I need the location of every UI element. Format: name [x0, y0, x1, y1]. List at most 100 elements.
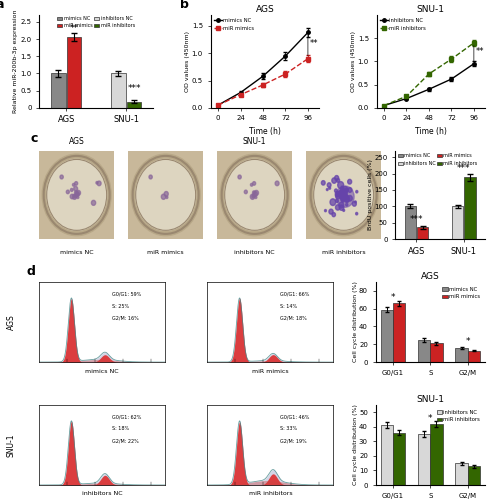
Text: miR mimics: miR mimics: [252, 368, 289, 374]
Circle shape: [327, 183, 331, 188]
Circle shape: [96, 182, 98, 184]
Circle shape: [75, 192, 79, 196]
Y-axis label: Cell cycle distribution (%): Cell cycle distribution (%): [352, 282, 358, 362]
Circle shape: [255, 196, 257, 198]
Text: miR mimics: miR mimics: [147, 250, 184, 255]
Circle shape: [355, 201, 356, 203]
Bar: [417, 228, 428, 239]
Circle shape: [245, 190, 247, 194]
Bar: [430, 424, 442, 485]
Circle shape: [343, 186, 348, 193]
Circle shape: [70, 194, 74, 199]
Circle shape: [352, 202, 356, 206]
Bar: [381, 425, 393, 485]
Circle shape: [253, 194, 255, 196]
Bar: [51, 74, 66, 108]
Circle shape: [343, 209, 344, 212]
Text: AGS: AGS: [69, 137, 85, 146]
Text: c: c: [30, 132, 38, 144]
Circle shape: [253, 192, 257, 196]
Text: **: **: [310, 38, 318, 48]
Text: G2/M: 16%: G2/M: 16%: [112, 316, 139, 320]
Text: G2/M: 22%: G2/M: 22%: [112, 438, 139, 444]
Circle shape: [131, 154, 200, 236]
Y-axis label: OD values (450nm): OD values (450nm): [185, 31, 190, 92]
Text: ***: ***: [127, 84, 141, 94]
Circle shape: [225, 160, 285, 230]
Bar: [464, 178, 476, 239]
Y-axis label: Relative miR-200b-3p expression: Relative miR-200b-3p expression: [13, 10, 18, 113]
Title: AGS: AGS: [255, 5, 274, 14]
Text: G0/G1: 59%: G0/G1: 59%: [112, 292, 142, 296]
Circle shape: [339, 190, 343, 195]
Circle shape: [347, 196, 352, 201]
Bar: [393, 304, 405, 362]
Text: AGS: AGS: [7, 314, 16, 330]
Circle shape: [336, 178, 340, 182]
Circle shape: [340, 192, 344, 197]
Circle shape: [326, 188, 328, 190]
Circle shape: [77, 196, 79, 198]
Circle shape: [341, 186, 343, 188]
Circle shape: [336, 192, 341, 199]
Circle shape: [335, 191, 340, 197]
Y-axis label: BrdU positive cells (%): BrdU positive cells (%): [368, 160, 372, 230]
Circle shape: [345, 198, 349, 202]
Circle shape: [340, 194, 344, 200]
Circle shape: [344, 192, 347, 196]
Circle shape: [340, 192, 345, 198]
Title: SNU-1: SNU-1: [417, 5, 445, 14]
Bar: [67, 38, 81, 108]
Text: G2/M: 18%: G2/M: 18%: [280, 316, 307, 320]
Bar: [381, 310, 393, 362]
Circle shape: [348, 180, 352, 184]
Circle shape: [161, 194, 166, 200]
Circle shape: [324, 210, 326, 212]
Legend: mimics NC, miR mimics: mimics NC, miR mimics: [440, 284, 483, 302]
Text: miR inhibitors: miR inhibitors: [248, 492, 292, 496]
Text: G0/G1: 62%: G0/G1: 62%: [112, 414, 142, 420]
Circle shape: [348, 188, 352, 192]
Circle shape: [314, 160, 374, 230]
Text: inhibitors NC: inhibitors NC: [82, 492, 122, 496]
Text: **: **: [70, 24, 79, 33]
Circle shape: [97, 181, 101, 186]
Circle shape: [340, 193, 344, 198]
Circle shape: [250, 194, 255, 200]
Bar: [405, 206, 416, 239]
Circle shape: [332, 212, 336, 216]
Circle shape: [337, 194, 339, 196]
Circle shape: [336, 205, 340, 210]
Bar: [468, 466, 480, 485]
Circle shape: [343, 189, 347, 194]
Circle shape: [252, 191, 255, 194]
Circle shape: [136, 160, 196, 230]
Circle shape: [329, 209, 333, 214]
Circle shape: [149, 175, 152, 179]
Circle shape: [76, 190, 80, 196]
Circle shape: [339, 205, 344, 210]
Y-axis label: OD values (450nm): OD values (450nm): [351, 31, 356, 92]
Text: *: *: [391, 292, 395, 302]
Text: d: d: [26, 266, 35, 278]
Text: *: *: [466, 338, 470, 346]
Circle shape: [341, 194, 344, 198]
Circle shape: [250, 184, 253, 186]
Circle shape: [343, 196, 350, 202]
Circle shape: [335, 176, 339, 180]
Legend: inhibitors NC, miR inhibitors: inhibitors NC, miR inhibitors: [379, 18, 427, 32]
Circle shape: [166, 196, 168, 198]
Bar: [111, 74, 125, 108]
Circle shape: [338, 182, 343, 188]
Circle shape: [66, 190, 70, 194]
Circle shape: [252, 182, 256, 185]
Title: SNU-1: SNU-1: [416, 395, 444, 404]
Circle shape: [341, 187, 344, 191]
Circle shape: [343, 195, 346, 198]
Text: miR inhibitors: miR inhibitors: [322, 250, 366, 255]
Circle shape: [340, 192, 346, 199]
Bar: [418, 434, 430, 485]
Circle shape: [344, 194, 348, 199]
Bar: [393, 432, 405, 485]
X-axis label: Time (h): Time (h): [415, 127, 447, 136]
